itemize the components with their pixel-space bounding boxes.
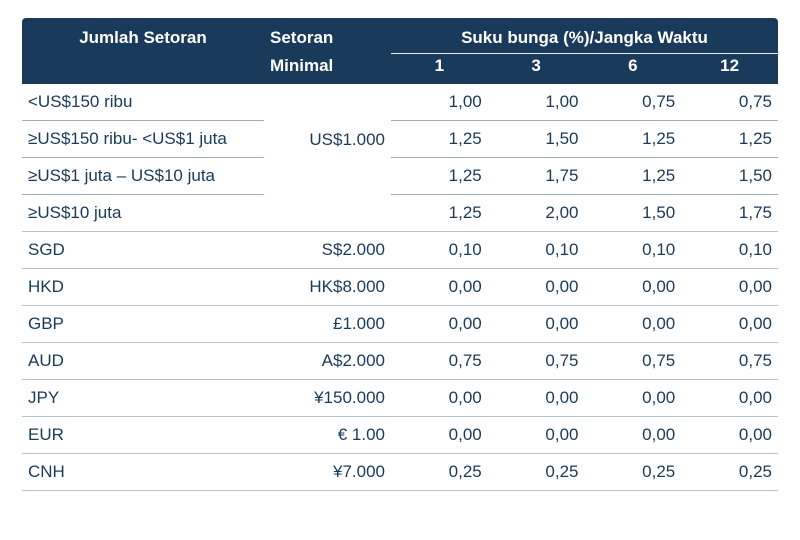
table-row: GBP £1.000 0,00 0,00 0,00 0,00 [22, 306, 778, 343]
row-minimal: € 1.00 [264, 417, 391, 454]
table-row: HKD HK$8.000 0,00 0,00 0,00 0,00 [22, 269, 778, 306]
row-label: ≥US$10 juta [22, 195, 264, 232]
rate-cell: 0,25 [681, 454, 778, 491]
table-row: ≥US$150 ribu- <US$1 juta US$1.000 1,25 1… [22, 121, 778, 158]
row-minimal: ¥7.000 [264, 454, 391, 491]
rate-cell: 0,10 [585, 232, 682, 269]
row-minimal: US$1.000 [264, 121, 391, 158]
table-row: CNH ¥7.000 0,25 0,25 0,25 0,25 [22, 454, 778, 491]
row-minimal [264, 84, 391, 121]
table-row: ≥US$1 juta – US$10 juta 1,25 1,75 1,25 1… [22, 158, 778, 195]
header-minimal: Minimal [264, 54, 391, 84]
table-row: AUD A$2.000 0,75 0,75 0,75 0,75 [22, 343, 778, 380]
rate-cell: 1,50 [681, 158, 778, 195]
rate-cell: 0,75 [681, 84, 778, 121]
rate-cell: 0,00 [585, 380, 682, 417]
row-label: CNH [22, 454, 264, 491]
rate-cell: 0,00 [391, 269, 488, 306]
header-rates-title: Suku bunga (%)/Jangka Waktu [391, 18, 778, 54]
rate-cell: 0,00 [681, 417, 778, 454]
rate-cell: 0,75 [585, 343, 682, 380]
rate-cell: 0,00 [488, 380, 585, 417]
rate-cell: 1,25 [585, 121, 682, 158]
row-label: GBP [22, 306, 264, 343]
row-label: SGD [22, 232, 264, 269]
rate-cell: 2,00 [488, 195, 585, 232]
rate-cell: 0,00 [488, 417, 585, 454]
row-minimal [264, 195, 391, 232]
row-label: HKD [22, 269, 264, 306]
header-period-1: 1 [391, 54, 488, 84]
row-minimal: £1.000 [264, 306, 391, 343]
rate-cell: 0,00 [391, 380, 488, 417]
rate-cell: 0,25 [488, 454, 585, 491]
rate-cell: 0,75 [391, 343, 488, 380]
header-jumlah: Jumlah Setoran [22, 18, 264, 54]
table-row: ≥US$10 juta 1,25 2,00 1,50 1,75 [22, 195, 778, 232]
table-row: JPY ¥150.000 0,00 0,00 0,00 0,00 [22, 380, 778, 417]
rate-cell: 0,00 [681, 306, 778, 343]
deposit-rates-table: Jumlah Setoran Setoran Suku bunga (%)/Ja… [22, 18, 778, 491]
rate-cell: 0,10 [488, 232, 585, 269]
rate-cell: 1,75 [681, 195, 778, 232]
table-row: SGD S$2.000 0,10 0,10 0,10 0,10 [22, 232, 778, 269]
row-label: <US$150 ribu [22, 84, 264, 121]
rate-cell: 0,25 [391, 454, 488, 491]
rate-cell: 1,25 [585, 158, 682, 195]
rate-cell: 0,25 [585, 454, 682, 491]
table-body: <US$150 ribu 1,00 1,00 0,75 0,75 ≥US$150… [22, 84, 778, 491]
header-period-3: 3 [488, 54, 585, 84]
row-minimal: A$2.000 [264, 343, 391, 380]
rate-cell: 1,25 [391, 158, 488, 195]
rate-cell: 0,75 [488, 343, 585, 380]
rate-cell: 0,10 [391, 232, 488, 269]
table-row: <US$150 ribu 1,00 1,00 0,75 0,75 [22, 84, 778, 121]
rate-cell: 1,00 [488, 84, 585, 121]
header-setoran: Setoran [264, 18, 391, 54]
rate-cell: 0,10 [681, 232, 778, 269]
rate-cell: 1,75 [488, 158, 585, 195]
rate-cell: 0,75 [681, 343, 778, 380]
rate-cell: 0,00 [391, 306, 488, 343]
header-period-12: 12 [681, 54, 778, 84]
rate-cell: 1,50 [488, 121, 585, 158]
rate-cell: 1,25 [391, 195, 488, 232]
rate-cell: 0,00 [681, 380, 778, 417]
row-label: ≥US$150 ribu- <US$1 juta [22, 121, 264, 158]
table-row: EUR € 1.00 0,00 0,00 0,00 0,00 [22, 417, 778, 454]
row-minimal: ¥150.000 [264, 380, 391, 417]
rate-cell: 0,00 [585, 269, 682, 306]
rate-cell: 1,25 [681, 121, 778, 158]
row-label: AUD [22, 343, 264, 380]
rate-cell: 0,00 [585, 306, 682, 343]
rate-cell: 1,00 [391, 84, 488, 121]
rate-cell: 1,50 [585, 195, 682, 232]
row-minimal: S$2.000 [264, 232, 391, 269]
rate-cell: 1,25 [391, 121, 488, 158]
header-period-6: 6 [585, 54, 682, 84]
row-label: JPY [22, 380, 264, 417]
header-spacer [22, 54, 264, 84]
rate-cell: 0,00 [488, 269, 585, 306]
row-minimal: HK$8.000 [264, 269, 391, 306]
row-label: ≥US$1 juta – US$10 juta [22, 158, 264, 195]
row-minimal [264, 158, 391, 195]
rate-cell: 0,00 [488, 306, 585, 343]
rate-cell: 0,00 [681, 269, 778, 306]
rate-cell: 0,00 [391, 417, 488, 454]
rate-cell: 0,75 [585, 84, 682, 121]
row-label: EUR [22, 417, 264, 454]
table-header: Jumlah Setoran Setoran Suku bunga (%)/Ja… [22, 18, 778, 84]
rate-cell: 0,00 [585, 417, 682, 454]
